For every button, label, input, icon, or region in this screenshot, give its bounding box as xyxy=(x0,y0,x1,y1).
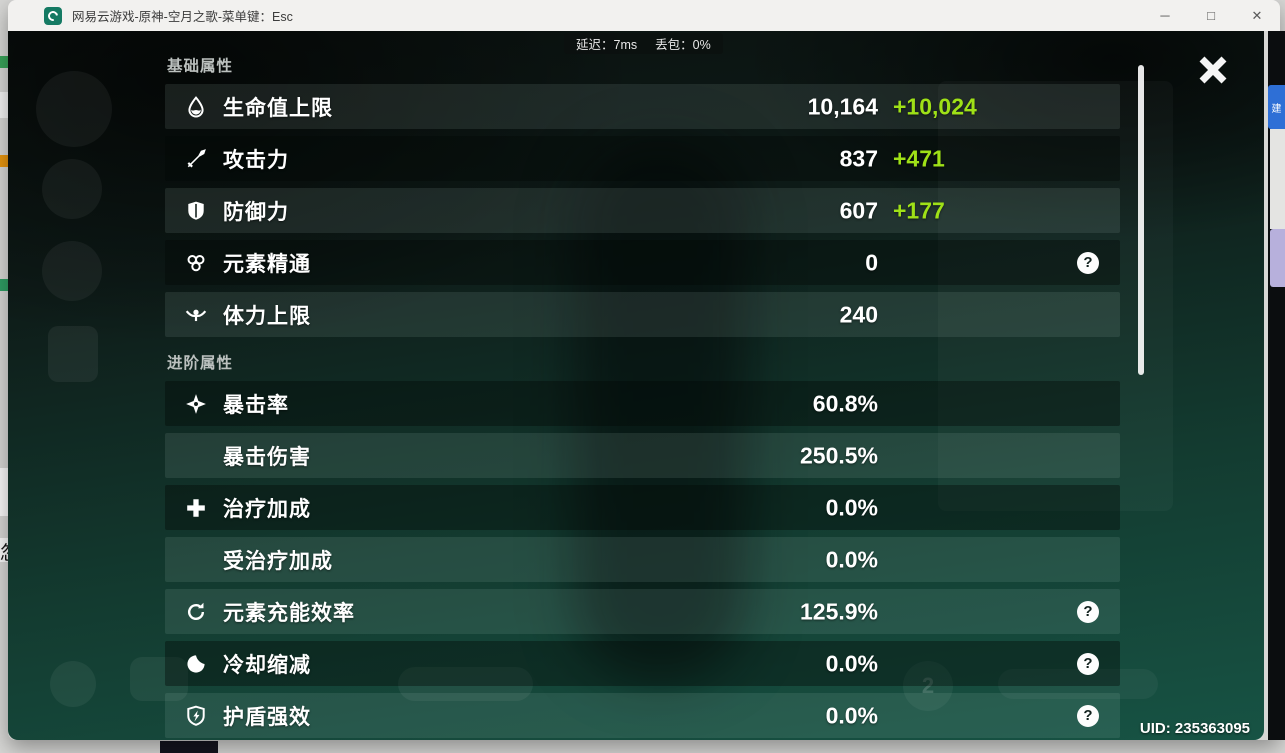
background-window-fragment xyxy=(1270,129,1285,229)
energy-recharge-icon xyxy=(183,599,209,625)
atk-icon xyxy=(183,146,209,172)
hp-icon xyxy=(183,94,209,120)
party-avatar-ghost xyxy=(42,159,102,219)
stat-label: 体力上限 xyxy=(223,304,311,328)
stat-label: 受治疗加成 xyxy=(223,549,333,573)
help-icon[interactable]: ? xyxy=(1077,600,1099,623)
section-rows: 生命值上限 10,164 +10,024 攻击力 837 +471 防御力 60… xyxy=(165,84,1120,337)
no-icon xyxy=(183,547,209,573)
background-window-fragment xyxy=(0,468,9,516)
background-window-fragment xyxy=(0,155,9,167)
stat-row[interactable]: 生命值上限 10,164 +10,024 xyxy=(165,84,1120,129)
right-edge-rail: 建 xyxy=(1268,31,1285,740)
cloud-gaming-window: 网易云游戏-原神-空月之歌-菜单键：Esc ─ □ ✕ 2 xyxy=(8,0,1280,740)
cooldown-icon xyxy=(183,651,209,677)
stat-row[interactable]: 体力上限 240 xyxy=(165,292,1120,337)
stat-value: 240 xyxy=(839,301,878,327)
latency-value: 延迟：7ms xyxy=(576,38,638,52)
stat-row[interactable]: 暴击伤害 250.5% xyxy=(165,433,1120,478)
help-icon[interactable]: ? xyxy=(1077,251,1099,274)
close-overlay-button[interactable] xyxy=(1196,53,1230,87)
stat-bonus-value: +177 xyxy=(893,197,945,223)
stat-value: 0.0% xyxy=(825,546,878,572)
stat-row[interactable]: 治疗加成 0.0% xyxy=(165,485,1120,530)
stat-label: 冷却缩减 xyxy=(223,653,311,677)
stat-row[interactable]: 元素充能效率 125.9% ? xyxy=(165,589,1120,634)
stat-label: 元素充能效率 xyxy=(223,601,355,625)
uid-label: UID: 235363095 xyxy=(1139,720,1250,737)
stat-label: 攻击力 xyxy=(223,148,289,172)
stat-label: 生命值上限 xyxy=(223,96,333,120)
stat-row[interactable]: 攻击力 837 +471 xyxy=(165,136,1120,181)
docked-helper-tab-blue[interactable]: 建 xyxy=(1268,85,1285,129)
stat-row[interactable]: 元素精通 0 ? xyxy=(165,240,1120,285)
no-icon xyxy=(183,443,209,469)
help-icon[interactable]: ? xyxy=(1077,704,1099,727)
title-bar: 网易云游戏-原神-空月之歌-菜单键：Esc ─ □ ✕ xyxy=(8,0,1280,31)
stat-label: 护盾强效 xyxy=(223,705,311,729)
background-window-fragment xyxy=(0,56,9,68)
bottom-button-ghost xyxy=(50,661,96,707)
stat-label: 暴击率 xyxy=(223,393,289,417)
def-icon xyxy=(183,198,209,224)
stat-value: 60.8% xyxy=(812,390,878,416)
stat-value: 0.0% xyxy=(825,494,878,520)
background-window-fragment xyxy=(0,279,9,291)
stat-label: 暴击伤害 xyxy=(223,445,311,469)
scrollbar-track xyxy=(1138,65,1144,377)
shield-strength-icon xyxy=(183,703,209,729)
stat-bonus-value: +471 xyxy=(893,145,945,171)
help-icon[interactable]: ? xyxy=(1077,652,1099,675)
section-title: 进阶属性 xyxy=(167,355,234,372)
background-window-fragment xyxy=(160,741,218,753)
crit-rate-icon xyxy=(183,391,209,417)
minimize-button[interactable]: ─ xyxy=(1160,8,1170,23)
party-avatar-ghost xyxy=(48,326,98,382)
stat-value: 607 xyxy=(839,197,878,223)
stat-value: 837 xyxy=(839,145,878,171)
party-avatar-ghost xyxy=(36,71,112,147)
elemental-mastery-icon xyxy=(183,250,209,276)
stat-value: 0.0% xyxy=(825,650,878,676)
stat-label: 元素精通 xyxy=(223,252,311,276)
stamina-icon xyxy=(183,302,209,328)
stat-value: 0.0% xyxy=(825,702,878,728)
stat-bonus-value: +10,024 xyxy=(893,93,977,119)
stat-value: 0 xyxy=(865,249,878,275)
stat-label: 防御力 xyxy=(223,200,289,224)
stat-label: 治疗加成 xyxy=(223,497,311,521)
scrollbar-thumb[interactable] xyxy=(1138,65,1144,375)
close-icon xyxy=(1199,56,1227,84)
window-title: 网易云游戏-原神-空月之歌-菜单键：Esc xyxy=(72,10,293,24)
stat-row[interactable]: 受治疗加成 0.0% xyxy=(165,537,1120,582)
healing-bonus-icon xyxy=(183,495,209,521)
docked-helper-tab-purple[interactable] xyxy=(1270,229,1285,287)
background-window-fragment xyxy=(0,92,9,118)
window-controls: ─ □ ✕ xyxy=(1142,0,1280,31)
packet-loss-value: 丢包：0% xyxy=(655,38,711,52)
maximize-button[interactable]: □ xyxy=(1207,8,1215,23)
section-title: 基础属性 xyxy=(167,58,234,75)
stat-value: 10,164 xyxy=(807,93,878,119)
stat-row[interactable]: 护盾强效 0.0% ? xyxy=(165,693,1120,738)
stat-row[interactable]: 防御力 607 +177 xyxy=(165,188,1120,233)
netease-cloud-game-logo-icon xyxy=(44,6,62,25)
game-viewport: 2 延迟：7ms 丢包：0% 基础属性 xyxy=(8,31,1264,740)
stat-value: 125.9% xyxy=(799,598,878,624)
stat-value: 250.5% xyxy=(799,442,878,468)
party-avatar-ghost xyxy=(42,241,102,301)
connection-status-bar: 延迟：7ms 丢包：0% xyxy=(564,33,723,54)
background-text-glyph: 忽 xyxy=(0,538,9,562)
close-window-button[interactable]: ✕ xyxy=(1251,7,1263,23)
stat-row[interactable]: 暴击率 60.8% xyxy=(165,381,1120,426)
section-rows: 暴击率 60.8% 暴击伤害 250.5% 治疗加成 0.0% 受治疗加成 0.… xyxy=(165,381,1120,738)
stat-row[interactable]: 冷却缩减 0.0% ? xyxy=(165,641,1120,686)
attributes-panel: 基础属性 生命值上限 10,164 +10,024 攻击力 837 +471 防… xyxy=(165,46,1120,738)
